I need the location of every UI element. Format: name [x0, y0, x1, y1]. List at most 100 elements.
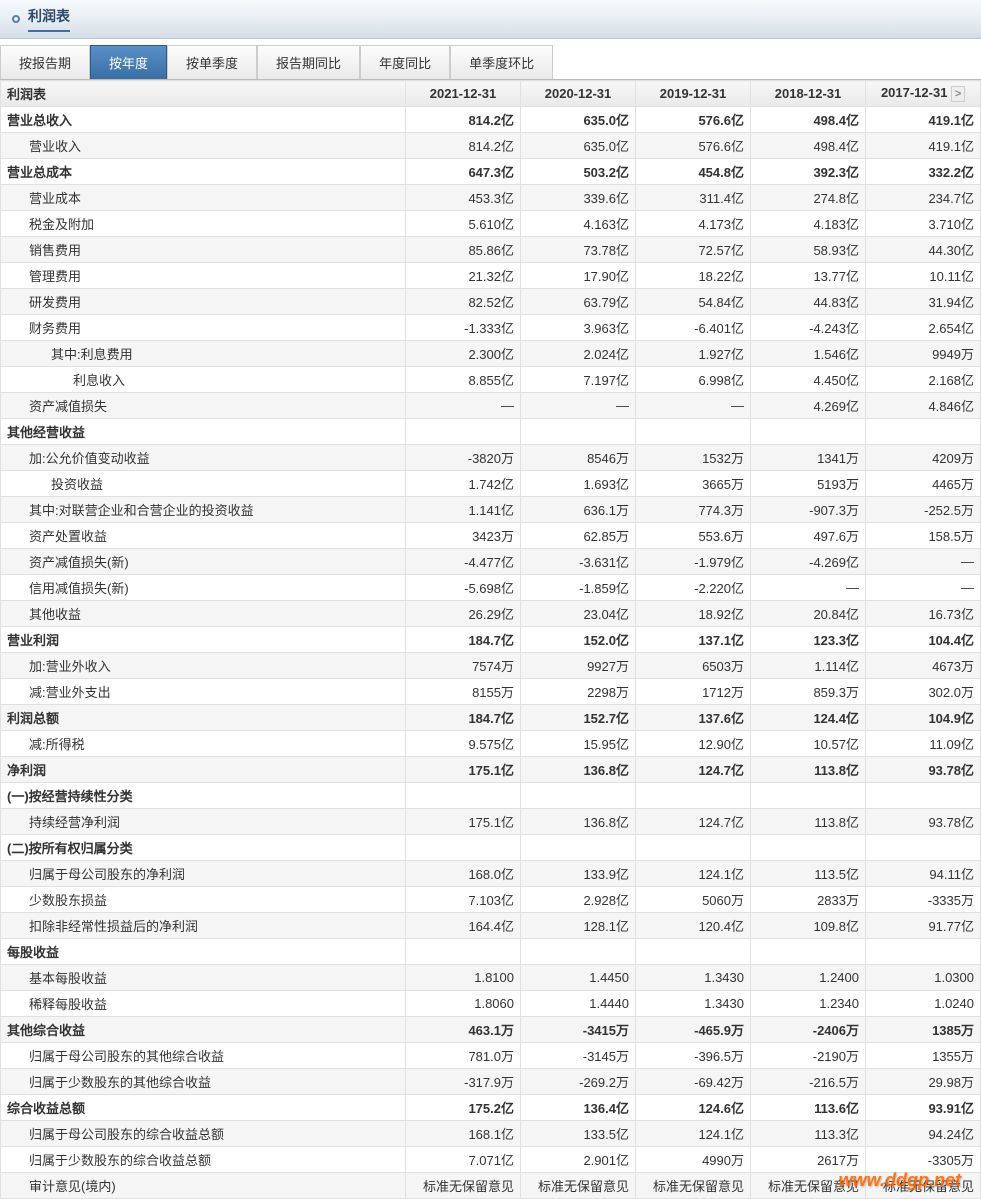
cell-value: 104.4亿	[866, 627, 981, 653]
table-row: 加:营业外收入7574万9927万6503万1.114亿4673万	[1, 653, 981, 679]
cell-value: 168.1亿	[406, 1121, 521, 1147]
cell-value: 10.57亿	[751, 731, 866, 757]
row-label: (一)按经营持续性分类	[1, 783, 406, 809]
cell-value: 576.6亿	[636, 107, 751, 133]
cell-value: 2.654亿	[866, 315, 981, 341]
table-row: 营业收入814.2亿635.0亿576.6亿498.4亿419.1亿	[1, 133, 981, 159]
cell-value: 2617万	[751, 1147, 866, 1173]
cell-value: 814.2亿	[406, 133, 521, 159]
tab-3[interactable]: 报告期同比	[257, 45, 360, 79]
row-label: 审计意见(境内)	[1, 1173, 406, 1199]
cell-value: 9.575亿	[406, 731, 521, 757]
cell-value: —	[866, 575, 981, 601]
cell-value: 302.0万	[866, 679, 981, 705]
row-label: 营业成本	[1, 185, 406, 211]
table-row: 审计意见(境内)标准无保留意见标准无保留意见标准无保留意见标准无保留意见标准无保…	[1, 1173, 981, 1199]
cell-value: 332.2亿	[866, 159, 981, 185]
table-header-row: 利润表2021-12-312020-12-312019-12-312018-12…	[1, 81, 981, 107]
cell-value: 124.7亿	[636, 757, 751, 783]
cell-value: 2298万	[521, 679, 636, 705]
column-header: 2019-12-31	[636, 81, 751, 107]
cell-value: 274.8亿	[751, 185, 866, 211]
cell-value: 72.57亿	[636, 237, 751, 263]
cell-value: 7.071亿	[406, 1147, 521, 1173]
row-label: 加:营业外收入	[1, 653, 406, 679]
table-row: 归属于母公司股东的综合收益总额168.1亿133.5亿124.1亿113.3亿9…	[1, 1121, 981, 1147]
cell-value: 23.04亿	[521, 601, 636, 627]
table-row: 稀释每股收益1.80601.44401.34301.23401.0240	[1, 991, 981, 1017]
row-label: 归属于母公司股东的其他综合收益	[1, 1043, 406, 1069]
cell-value	[866, 783, 981, 809]
row-label: 税金及附加	[1, 211, 406, 237]
scroll-right-icon[interactable]: >	[951, 86, 965, 102]
cell-value: 标准无保留意见	[751, 1173, 866, 1199]
cell-value: 2.901亿	[521, 1147, 636, 1173]
cell-value: 1.693亿	[521, 471, 636, 497]
cell-value: -216.5万	[751, 1069, 866, 1095]
table-row: 营业成本453.3亿339.6亿311.4亿274.8亿234.7亿	[1, 185, 981, 211]
cell-value: 7.197亿	[521, 367, 636, 393]
cell-value: 54.84亿	[636, 289, 751, 315]
tab-0[interactable]: 按报告期	[0, 45, 90, 79]
cell-value: 1.8060	[406, 991, 521, 1017]
cell-value: 635.0亿	[521, 107, 636, 133]
tab-1[interactable]: 按年度	[90, 45, 167, 79]
cell-value: -3415万	[521, 1017, 636, 1043]
cell-value: —	[406, 393, 521, 419]
tab-2[interactable]: 按单季度	[167, 45, 257, 79]
row-label: 营业收入	[1, 133, 406, 159]
row-label: 研发费用	[1, 289, 406, 315]
row-label: 少数股东损益	[1, 887, 406, 913]
table-row: 其他经营收益	[1, 419, 981, 445]
table-row: 归属于母公司股东的其他综合收益781.0万-3145万-396.5万-2190万…	[1, 1043, 981, 1069]
tabs-bar: 按报告期按年度按单季度报告期同比年度同比单季度环比	[0, 45, 981, 80]
cell-value: 44.83亿	[751, 289, 866, 315]
cell-value: 136.8亿	[521, 757, 636, 783]
cell-value: 4209万	[866, 445, 981, 471]
row-label: 归属于母公司股东的净利润	[1, 861, 406, 887]
cell-value: 1.8100	[406, 965, 521, 991]
cell-value	[636, 835, 751, 861]
cell-value: 11.09亿	[866, 731, 981, 757]
cell-value: —	[636, 393, 751, 419]
cell-value: 1532万	[636, 445, 751, 471]
cell-value: 1341万	[751, 445, 866, 471]
cell-value: 17.90亿	[521, 263, 636, 289]
cell-value: 152.7亿	[521, 705, 636, 731]
tab-5[interactable]: 单季度环比	[450, 45, 553, 79]
cell-value: 463.1万	[406, 1017, 521, 1043]
cell-value: 133.9亿	[521, 861, 636, 887]
cell-value: 12.90亿	[636, 731, 751, 757]
cell-value: 1.927亿	[636, 341, 751, 367]
row-label: 扣除非经常性损益后的净利润	[1, 913, 406, 939]
cell-value: 4.173亿	[636, 211, 751, 237]
cell-value: 113.3亿	[751, 1121, 866, 1147]
cell-value: 1712万	[636, 679, 751, 705]
cell-value: 175.1亿	[406, 757, 521, 783]
cell-value: 124.1亿	[636, 1121, 751, 1147]
cell-value: 73.78亿	[521, 237, 636, 263]
cell-value: 44.30亿	[866, 237, 981, 263]
cell-value: 标准无保留意见	[521, 1173, 636, 1199]
cell-value	[636, 939, 751, 965]
cell-value: 136.8亿	[521, 809, 636, 835]
tab-4[interactable]: 年度同比	[360, 45, 450, 79]
table-row: 基本每股收益1.81001.44501.34301.24001.0300	[1, 965, 981, 991]
cell-value: -396.5万	[636, 1043, 751, 1069]
row-label: 基本每股收益	[1, 965, 406, 991]
cell-value: 136.4亿	[521, 1095, 636, 1121]
cell-value: 503.2亿	[521, 159, 636, 185]
income-statement-table: 利润表2021-12-312020-12-312019-12-312018-12…	[0, 80, 981, 1199]
cell-value: 1.114亿	[751, 653, 866, 679]
cell-value: 82.52亿	[406, 289, 521, 315]
row-label: 投资收益	[1, 471, 406, 497]
row-label: 营业利润	[1, 627, 406, 653]
header-label: 利润表	[1, 81, 406, 107]
cell-value: 1.3430	[636, 965, 751, 991]
table-row: 归属于少数股东的其他综合收益-317.9万-269.2万-69.42万-216.…	[1, 1069, 981, 1095]
cell-value	[866, 835, 981, 861]
row-label: 持续经营净利润	[1, 809, 406, 835]
row-label: 资产减值损失(新)	[1, 549, 406, 575]
cell-value: 2.168亿	[866, 367, 981, 393]
cell-value: 1.3430	[636, 991, 751, 1017]
